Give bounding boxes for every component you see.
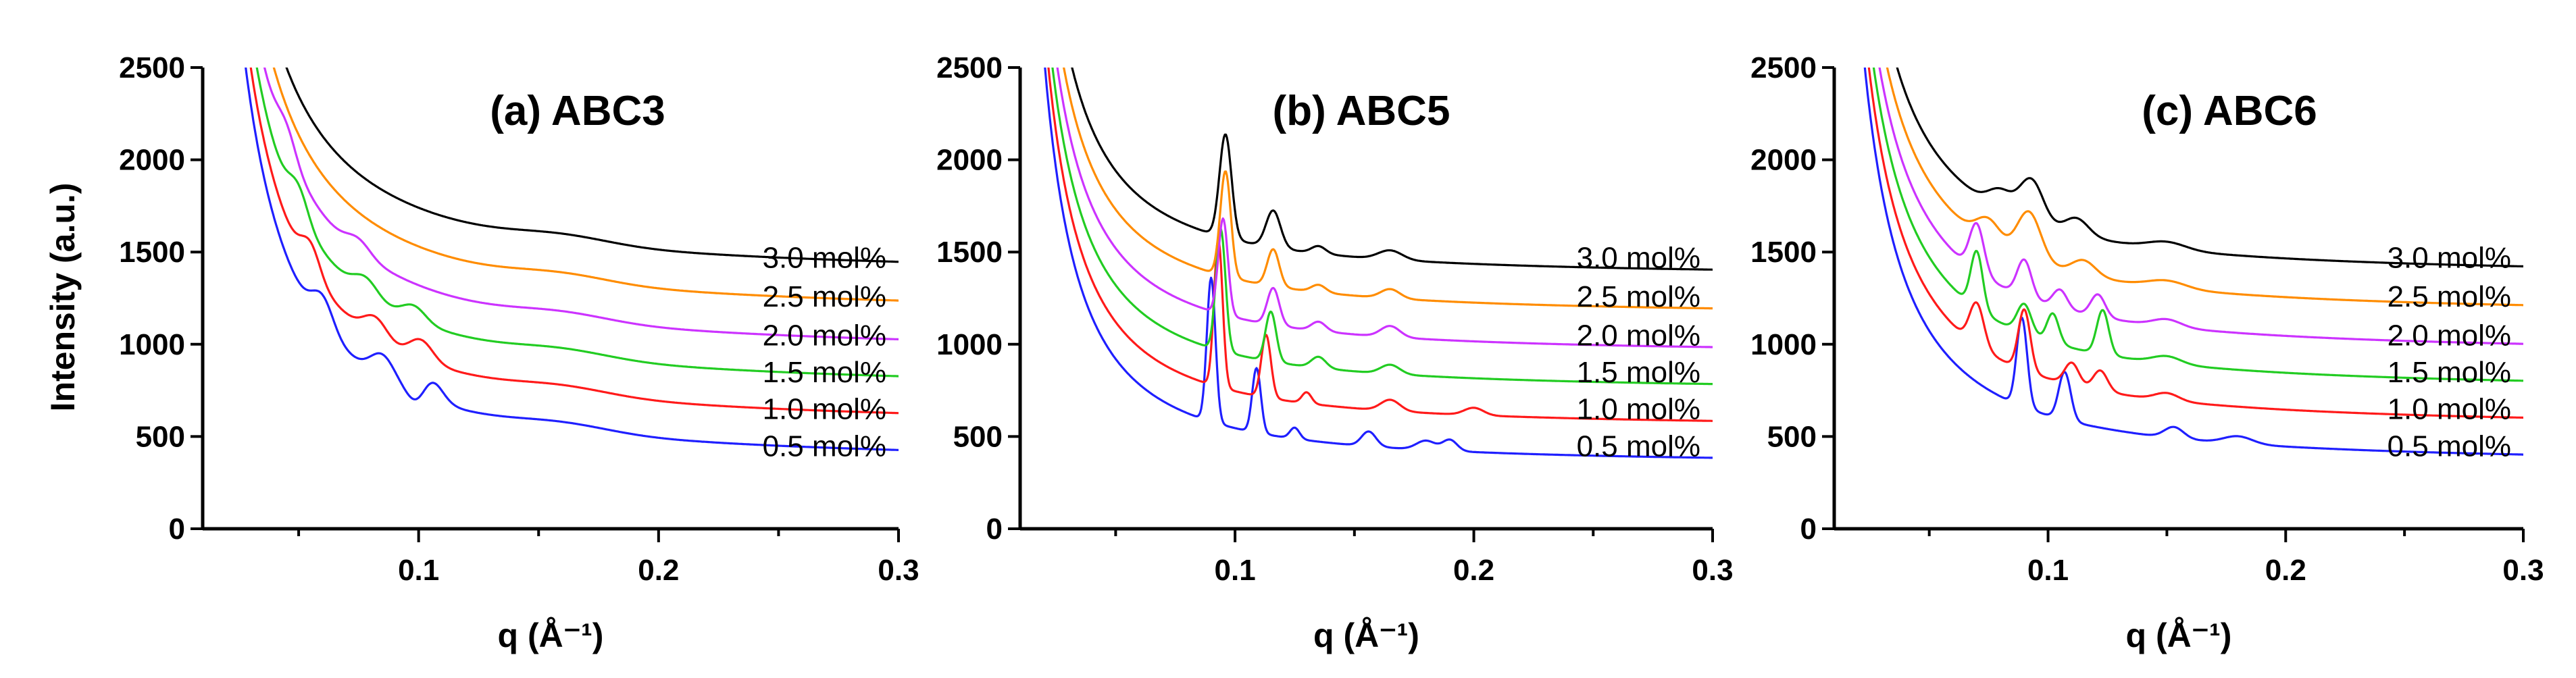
panel-1-series-1.0-line [249,68,899,415]
panel-2-series-label: 2.0 mol% [1577,319,1700,352]
panel-1-series-label: 1.5 mol% [763,356,886,389]
panel-3-series-label: 1.0 mol% [2388,393,2511,426]
panel-3-x-tick-label: 0.3 [2502,554,2544,587]
panel-1-series-3.0-line [285,68,899,263]
panel-1-y-tick-label: 2500 [119,51,185,84]
panel-2-x-tick-label: 0.1 [1215,554,1256,587]
panel-3-title: (c) ABC6 [2142,88,2317,134]
panel-1-y-tick-label: 1000 [119,328,185,361]
panel-3-series-2.5-line [1886,68,2523,307]
panel-3-y-tick-label: 1500 [1750,236,1817,269]
panel-3-series-2.0-line [1878,68,2523,345]
panel-1-series-2.5-line [272,68,899,302]
panel-2-series-0.5-line [1044,68,1713,459]
panel-2-y-tick-label: 2500 [936,51,1003,84]
panel-1-series-label: 3.0 mol% [763,242,886,275]
panel-2-y-tick-label: 500 [953,420,1003,453]
panel-1-series-label: 0.5 mol% [763,429,886,463]
panel-3-series-label: 1.5 mol% [2388,356,2511,389]
panel-2-x-tick-label: 0.2 [1453,554,1494,587]
panel-2-title: (b) ABC5 [1273,88,1450,134]
panel-2-series-label: 0.5 mol% [1577,429,1700,463]
panel-1-series-label: 2.0 mol% [763,319,886,352]
panel-2-x-tick-label: 0.3 [1692,554,1733,587]
panel-2-series-1.0-line [1047,68,1713,422]
panel-3-series-label: 3.0 mol% [2388,242,2511,275]
panel-2-y-tick-label: 2000 [936,144,1003,177]
panel-3-series-label: 2.5 mol% [2388,280,2511,313]
panel-2-series-3.0-line [1071,68,1713,271]
panel-1-x-tick-label: 0.3 [878,554,919,587]
panel-3-x-tick-label: 0.2 [2265,554,2306,587]
panel-2-series-1.5-line [1051,68,1713,386]
panel-1-y-tick-label: 0 [169,513,185,546]
panel-1-x-tick-label: 0.1 [398,554,439,587]
panel-1-series-2.0-line [263,68,899,340]
panel-2-x-axis-title: q (Å⁻¹) [1313,617,1419,654]
panel-3-series-label: 0.5 mol% [2388,429,2511,463]
panel-1-series-label: 2.5 mol% [763,280,886,313]
panel-3-y-tick-label: 0 [1800,513,1817,546]
panel-2-series-label: 3.0 mol% [1577,242,1700,275]
panel-1-y-tick-label: 2000 [119,144,185,177]
panel-3-series-3.0-line [1896,68,2523,267]
panel-1-x-tick-label: 0.2 [638,554,679,587]
panel-1-y-axis-title: Intensity (a.u.) [44,183,82,412]
panel-2-y-tick-label: 1000 [936,328,1003,361]
panel-3-y-tick-label: 2500 [1750,51,1817,84]
panel-2-series-label: 2.5 mol% [1577,280,1700,313]
panel-3-y-tick-label: 1000 [1750,328,1817,361]
panel-2-y-tick-label: 0 [986,513,1003,546]
panel-3-y-tick-label: 2000 [1750,144,1817,177]
panel-3-series-1.0-line [1867,68,2523,419]
panel-2-y-tick-label: 1500 [936,236,1003,269]
panel-1-y-tick-label: 1500 [119,236,185,269]
panel-2-series-2.0-line [1056,68,1713,348]
panel-3-y-tick-label: 500 [1767,420,1817,453]
panel-3-x-axis-title: q (Å⁻¹) [2126,617,2232,654]
panel-1-series-0.5-line [245,68,899,451]
panel-2-series-2.5-line [1063,68,1713,310]
panel-1-series-label: 1.0 mol% [763,393,886,426]
panel-1-x-axis-title: q (Å⁻¹) [498,617,604,654]
panel-3-series-1.5-line [1872,68,2523,382]
panel-2-series-label: 1.0 mol% [1577,393,1700,426]
panel-3-x-tick-label: 0.1 [2027,554,2069,587]
panel-1-title: (a) ABC3 [490,88,665,134]
panel-2-series-label: 1.5 mol% [1577,356,1700,389]
panel-3-series-0.5-line [1863,68,2523,456]
panel-1-series-1.5-line [255,68,899,377]
panel-1-y-tick-label: 500 [136,420,185,453]
panel-3-series-label: 2.0 mol% [2388,319,2511,352]
